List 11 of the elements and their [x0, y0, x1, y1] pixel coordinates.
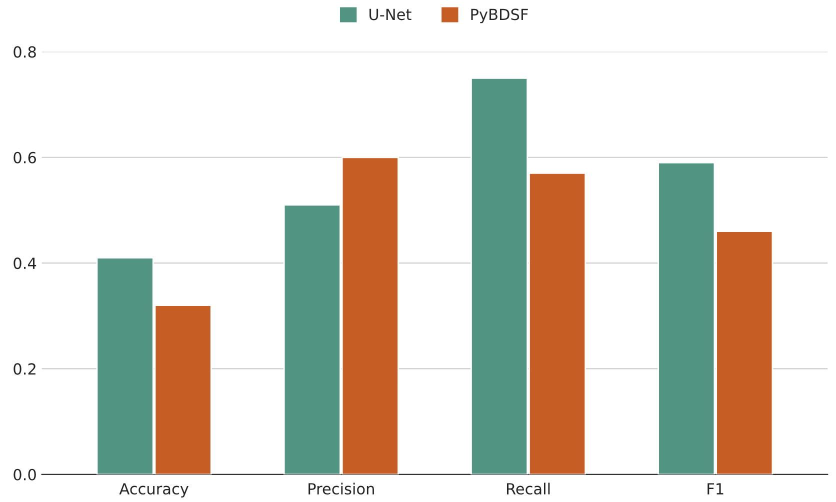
y-tick-label: 0.4	[14, 258, 36, 270]
legend-label: PyBDSF	[471, 8, 528, 24]
y-tick-label: 0.6	[14, 152, 36, 164]
legend-label: U-Net	[370, 8, 412, 20]
y-tick-label: 0.2	[14, 363, 36, 375]
x-tick-label: F1	[708, 483, 724, 494]
x-tick-label: Accuracy	[119, 483, 188, 498]
x-tick-label: Precision	[308, 482, 374, 495]
y-tick-label: 0.0	[14, 468, 36, 480]
x-tick-label: Recall	[506, 482, 550, 495]
y-tick-label: 0.8	[14, 46, 36, 58]
